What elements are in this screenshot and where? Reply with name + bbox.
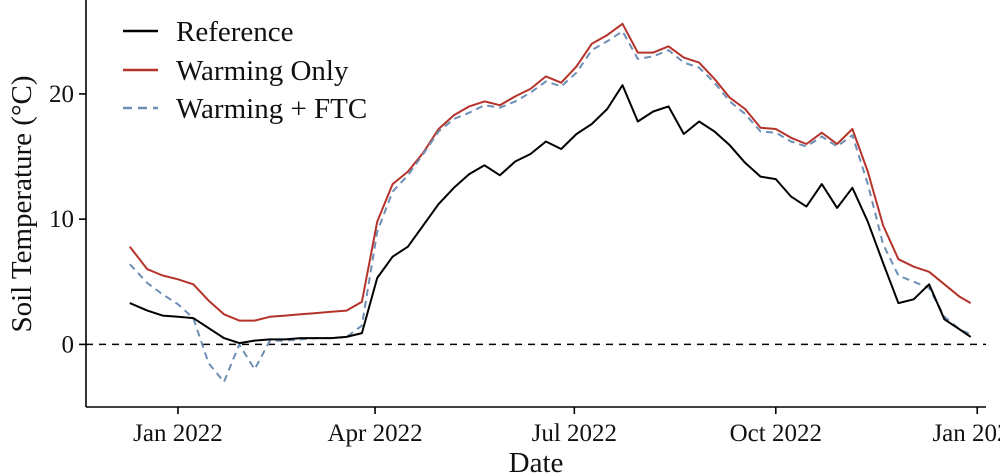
legend-label-warming-only: Warming Only: [176, 55, 349, 87]
x-tick-label: Jan 2023: [932, 420, 1000, 447]
y-tick-label: 10: [49, 206, 74, 233]
x-axis-title: Date: [509, 447, 564, 476]
legend-label-reference: Reference: [176, 16, 294, 48]
legend: Reference Warming Only Warming + FTC: [123, 16, 367, 125]
y-axis-title: Soil Temperature (°C): [6, 75, 38, 332]
x-tick-label: Jan 2022: [133, 420, 223, 447]
series-line-reference: [129, 84, 972, 345]
y-tick-label: 20: [49, 81, 74, 108]
legend-label-warming-ftc: Warming + FTC: [176, 93, 367, 125]
axes: [85, 0, 986, 408]
x-axis-ticks: Jan 2022 Apr 2022 Jul 2022 Oct 2022 Jan 2023: [133, 407, 1000, 447]
y-axis-ticks: 0 10 20: [49, 81, 86, 358]
series-line-warming-ftc: [129, 30, 972, 383]
series-line-warming-only: [129, 22, 972, 322]
x-tick-label: Jul 2022: [532, 420, 617, 447]
legend-item-warming-ftc: Warming + FTC: [123, 93, 367, 125]
x-tick-label: Oct 2022: [730, 420, 822, 447]
series-lines: [129, 22, 972, 383]
legend-item-warming-only: Warming Only: [123, 55, 349, 87]
x-tick-label: Apr 2022: [327, 420, 422, 447]
legend-item-reference: Reference: [123, 16, 294, 48]
y-tick-label: 0: [62, 331, 75, 358]
